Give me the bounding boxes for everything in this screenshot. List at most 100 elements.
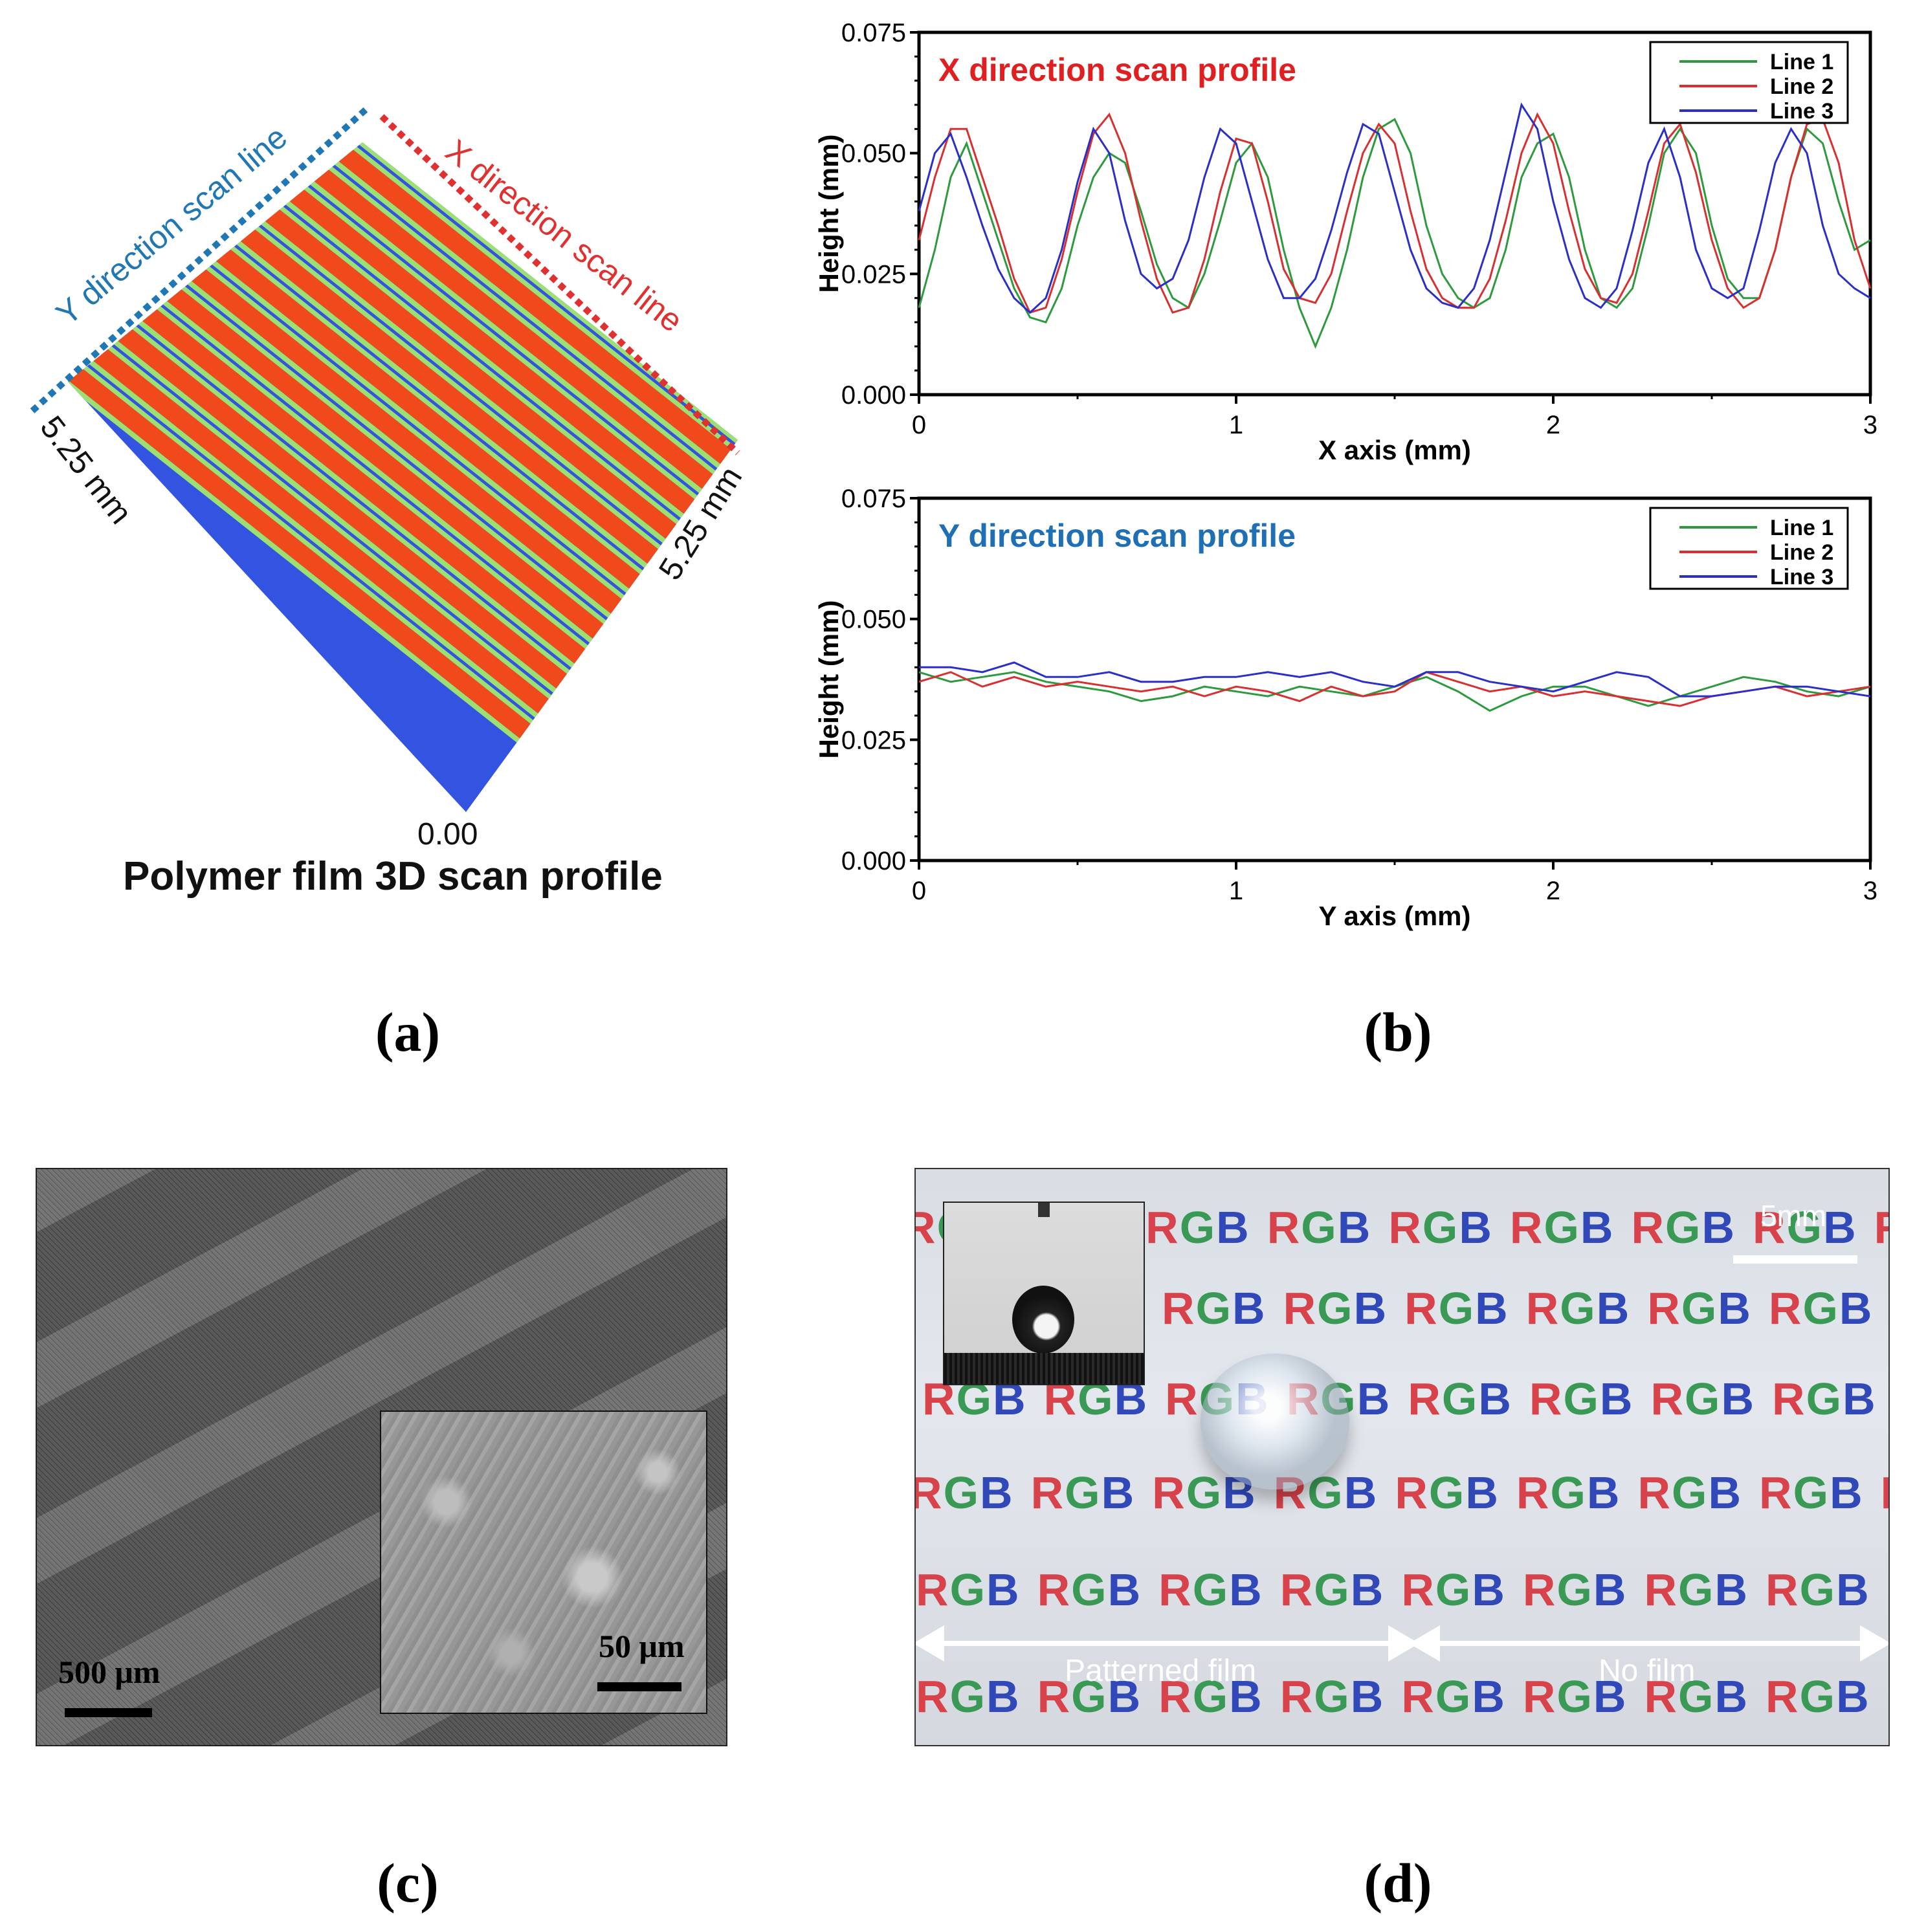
rgb-word: RGB: [1753, 1202, 1857, 1253]
stripe-edge: [300, 143, 738, 690]
y-axis-label: Height (mm): [814, 600, 844, 759]
rgb-word: RGB: [1759, 1467, 1864, 1518]
rgb-word: RGB: [1158, 1564, 1263, 1615]
panel-a-title: Polymer film 3D scan profile: [123, 854, 663, 899]
stripe-edge: [261, 181, 738, 729]
caption-b: (b): [1364, 1001, 1432, 1063]
rgb-word: RGB: [1267, 1202, 1372, 1253]
needle: [1038, 1203, 1050, 1217]
rgb-word: RGB: [1631, 1202, 1736, 1253]
legend-label: Line 3: [1770, 99, 1833, 124]
x-tick-label: 1: [1229, 877, 1243, 905]
y-tick-label: 0.025: [841, 260, 906, 289]
stripe-edge: [275, 163, 738, 710]
stripe-edge: [335, 142, 738, 668]
sem-scalebar-main: [65, 1708, 152, 1717]
stripe-edge: [226, 203, 738, 750]
caption-d: (d): [1364, 1852, 1432, 1914]
y-tick-label: 0.025: [841, 726, 906, 754]
rgb-word: RGB: [1647, 1283, 1752, 1334]
stripe-edge: [250, 183, 738, 730]
rgb-word: RGB: [1881, 1467, 1888, 1518]
x-tick-label: 3: [1863, 877, 1877, 905]
stripe-edge: [324, 142, 738, 670]
rgb-word: RGB: [1516, 1467, 1621, 1518]
rgb-word: RGB: [1279, 1671, 1385, 1722]
rgb-word: RGB: [1529, 1374, 1634, 1424]
legend-label: Line 1: [1770, 516, 1833, 540]
stripe-ridge: [313, 142, 738, 685]
x-tick-label: 0: [912, 411, 926, 439]
patterned-film-label: Patterned film: [1065, 1654, 1257, 1688]
x-tick-label: 2: [1546, 411, 1560, 439]
rgb-word: RGB: [1037, 1564, 1142, 1615]
x-axis-label: X axis (mm): [1318, 435, 1471, 465]
photo-scalebar: [1733, 1255, 1857, 1264]
rgb-word: RGB: [1509, 1202, 1615, 1253]
stripe-ridge: [239, 186, 738, 744]
series-line-line-3: [918, 102, 1871, 314]
rgb-word: RGB: [1401, 1671, 1506, 1722]
caption-c: (c): [377, 1852, 439, 1914]
rgb-word: RGB: [1030, 1467, 1136, 1518]
x-tick-label: 0: [912, 877, 926, 905]
y-tick-label: 0.050: [841, 140, 906, 168]
sem-scale-main-label: 500 μm: [58, 1654, 161, 1690]
photo-scale-label: 5mm: [1760, 1199, 1827, 1233]
rgb-word: RGB: [1887, 1564, 1888, 1615]
rgb-word: RGB: [1644, 1671, 1749, 1722]
rgb-word: RGB: [1525, 1283, 1631, 1334]
x-scan-line: [379, 114, 740, 456]
stripe-edge: [310, 142, 738, 688]
contact-angle-inset: [943, 1202, 1145, 1385]
rgb-word: RGB: [1522, 1564, 1628, 1615]
rgb-word: RGB: [1644, 1564, 1749, 1615]
x-axis-label: Y axis (mm): [1319, 901, 1471, 931]
rgb-word: RGB: [1146, 1202, 1250, 1253]
legend-label: Line 3: [1770, 565, 1833, 589]
inset-droplet: [1012, 1286, 1074, 1354]
stripe-ridge: [264, 166, 738, 724]
sem-scale-inset-label: 50 μm: [599, 1628, 685, 1664]
rgb-word: RGB: [1768, 1283, 1874, 1334]
stripe-edge: [285, 161, 738, 708]
rgb-word: RGB: [1772, 1374, 1877, 1424]
legend-label: Line 2: [1770, 540, 1833, 565]
x-tick-label: 1: [1229, 411, 1243, 439]
rgb-word: RGB: [1401, 1564, 1506, 1615]
chart-title: X direction scan profile: [938, 52, 1296, 88]
inset-substrate: [944, 1353, 1144, 1384]
y-scan-line: [30, 104, 371, 413]
y-tick-label: 0.000: [841, 847, 906, 875]
rgb-word: RGB: [1037, 1671, 1142, 1722]
sem-scalebar-inset: [597, 1682, 681, 1691]
rgb-word: RGB: [1637, 1467, 1743, 1518]
rgb-word: RGB: [1162, 1283, 1267, 1334]
y-tick-label: 0.075: [841, 19, 906, 47]
origin-label: 0.00: [417, 817, 478, 851]
y-axis-label: Height (mm): [814, 135, 844, 293]
series-line-line-1: [918, 118, 1871, 349]
rgb-word: RGB: [1395, 1467, 1500, 1518]
x-tick-label: 3: [1863, 411, 1877, 439]
annotation-arrows: [916, 1625, 1888, 1662]
rgb-word: RGB: [916, 1671, 1021, 1722]
x-tick-label: 2: [1546, 877, 1560, 905]
rgb-word: RGB: [1279, 1564, 1385, 1615]
rgb-word: RGB: [916, 1564, 1021, 1615]
stripe-ridge: [289, 147, 738, 704]
series-line-line-3: [919, 661, 1871, 697]
legend-label: Line 2: [1770, 74, 1833, 99]
rgb-word: RGB: [1874, 1202, 1888, 1253]
rgb-word: RGB: [1158, 1671, 1263, 1722]
droplet-photo: RGB RGB RGB RGB RGB RGB RGB RGB RGB RGB RGB RGB RGB R…: [914, 1168, 1890, 1746]
panel-a-3d-profile: Y direction scan line X direction scan l…: [30, 104, 749, 899]
caption-a: (a): [375, 1001, 441, 1063]
rgb-word: RGB: [1388, 1202, 1493, 1253]
rgb-word: RGB: [1404, 1283, 1509, 1334]
rgb-word: RGB: [1650, 1374, 1756, 1424]
rgb-word: RGB: [1283, 1283, 1388, 1334]
